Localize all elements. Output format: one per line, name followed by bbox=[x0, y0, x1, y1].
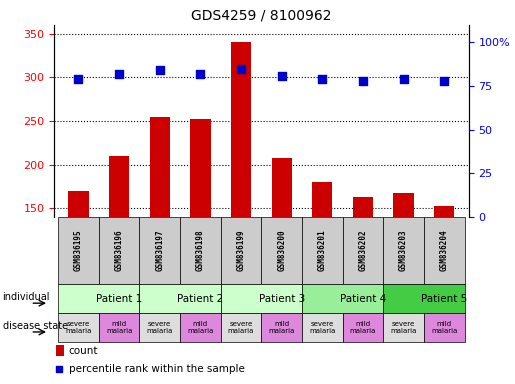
Bar bbox=[99, 313, 140, 342]
Bar bbox=[424, 313, 465, 342]
Text: severe
malaria: severe malaria bbox=[390, 321, 417, 334]
Text: severe
malaria: severe malaria bbox=[228, 321, 254, 334]
Bar bbox=[99, 217, 140, 284]
Bar bbox=[180, 313, 221, 342]
Bar bbox=[221, 284, 302, 313]
Text: Patient 1: Patient 1 bbox=[96, 293, 142, 304]
Bar bbox=[58, 313, 99, 342]
Text: GSM836198: GSM836198 bbox=[196, 230, 205, 271]
Text: GSM836196: GSM836196 bbox=[115, 230, 124, 271]
Point bbox=[237, 66, 245, 72]
Bar bbox=[56, 345, 64, 356]
Bar bbox=[262, 313, 302, 342]
Text: count: count bbox=[68, 346, 98, 356]
Bar bbox=[262, 217, 302, 284]
Point bbox=[196, 71, 204, 77]
Text: Patient 4: Patient 4 bbox=[340, 293, 386, 304]
Bar bbox=[302, 284, 383, 313]
Point bbox=[156, 67, 164, 73]
Text: individual: individual bbox=[3, 292, 50, 302]
Bar bbox=[221, 313, 262, 342]
Text: GSM836200: GSM836200 bbox=[277, 230, 286, 271]
Title: GDS4259 / 8100962: GDS4259 / 8100962 bbox=[191, 8, 332, 22]
Point bbox=[278, 73, 286, 79]
Text: disease state: disease state bbox=[3, 321, 67, 331]
Bar bbox=[180, 217, 221, 284]
Point bbox=[55, 366, 63, 372]
Text: GSM836201: GSM836201 bbox=[318, 230, 327, 271]
Text: severe
malaria: severe malaria bbox=[65, 321, 92, 334]
Bar bbox=[302, 217, 342, 284]
Point bbox=[359, 78, 367, 84]
Bar bbox=[353, 197, 373, 339]
Bar bbox=[58, 284, 140, 313]
Text: GSM836197: GSM836197 bbox=[155, 230, 164, 271]
Bar bbox=[342, 217, 383, 284]
Text: severe
malaria: severe malaria bbox=[309, 321, 335, 334]
Text: percentile rank within the sample: percentile rank within the sample bbox=[68, 364, 245, 374]
Text: GSM836195: GSM836195 bbox=[74, 230, 83, 271]
Bar bbox=[424, 217, 465, 284]
Text: severe
malaria: severe malaria bbox=[147, 321, 173, 334]
Text: mild
malaria: mild malaria bbox=[187, 321, 214, 334]
Bar bbox=[434, 207, 454, 339]
Point bbox=[440, 78, 449, 84]
Text: GSM836204: GSM836204 bbox=[440, 230, 449, 271]
Bar bbox=[271, 159, 292, 339]
Bar bbox=[312, 182, 333, 339]
Bar bbox=[140, 217, 180, 284]
Text: Patient 5: Patient 5 bbox=[421, 293, 468, 304]
Point bbox=[400, 76, 408, 82]
Text: GSM836202: GSM836202 bbox=[358, 230, 368, 271]
Text: Patient 2: Patient 2 bbox=[177, 293, 224, 304]
Text: mild
malaria: mild malaria bbox=[350, 321, 376, 334]
Bar bbox=[383, 313, 424, 342]
Point bbox=[318, 76, 327, 82]
Bar bbox=[231, 42, 251, 339]
Bar bbox=[140, 313, 180, 342]
Bar bbox=[302, 313, 342, 342]
Text: mild
malaria: mild malaria bbox=[268, 321, 295, 334]
Text: mild
malaria: mild malaria bbox=[106, 321, 132, 334]
Bar bbox=[149, 117, 170, 339]
Bar bbox=[68, 191, 89, 339]
Text: mild
malaria: mild malaria bbox=[431, 321, 457, 334]
Bar bbox=[342, 313, 383, 342]
Point bbox=[74, 76, 82, 82]
Text: Patient 3: Patient 3 bbox=[259, 293, 305, 304]
Bar bbox=[58, 217, 99, 284]
Bar bbox=[190, 119, 211, 339]
Bar bbox=[383, 217, 424, 284]
Bar bbox=[140, 284, 221, 313]
Text: GSM836203: GSM836203 bbox=[399, 230, 408, 271]
Point bbox=[115, 71, 123, 77]
Bar bbox=[383, 284, 465, 313]
Bar bbox=[221, 217, 262, 284]
Bar bbox=[109, 156, 129, 339]
Bar bbox=[393, 192, 414, 339]
Text: GSM836199: GSM836199 bbox=[236, 230, 246, 271]
